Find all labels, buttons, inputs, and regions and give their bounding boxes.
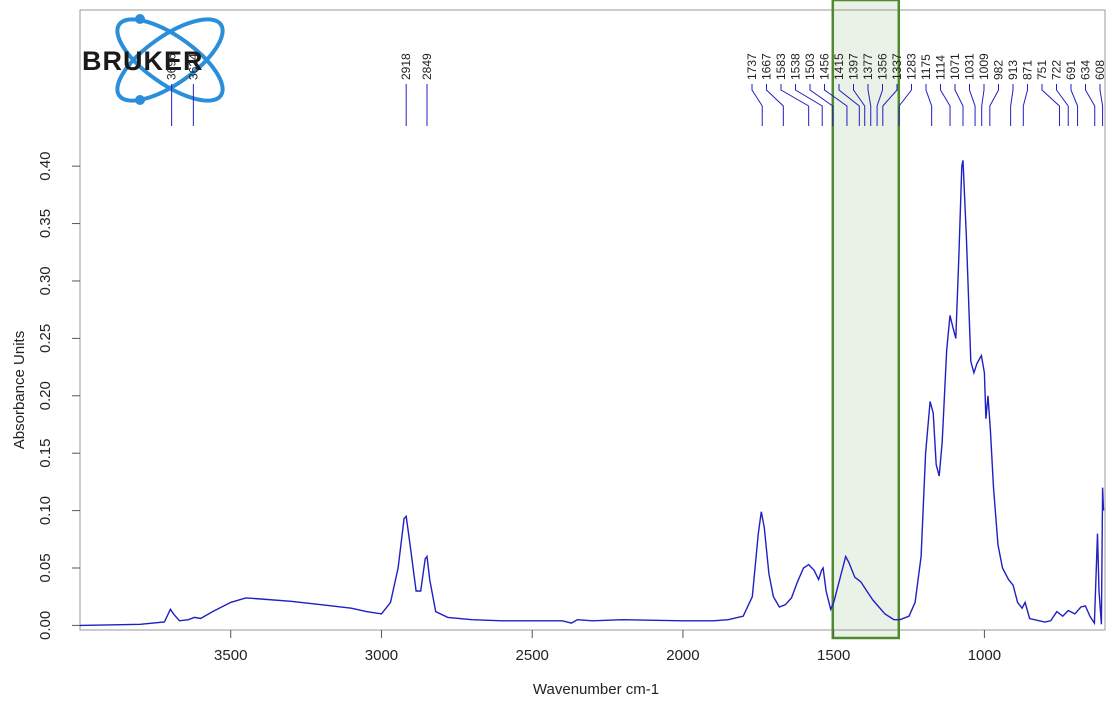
y-tick-label: 0.40 — [37, 152, 54, 181]
peak-label: 1071 — [948, 53, 962, 80]
x-tick-label: 2000 — [666, 647, 699, 664]
peak-leader — [1056, 84, 1069, 126]
peak-label: 1583 — [774, 53, 788, 80]
x-tick-label: 3500 — [214, 647, 247, 664]
peak-leader — [824, 84, 848, 126]
y-tick-label: 0.15 — [37, 439, 54, 468]
y-tick-label: 0.10 — [37, 496, 54, 525]
plot-frame — [79, 9, 1106, 631]
peak-leader — [940, 84, 951, 126]
x-tick-label: 2500 — [516, 647, 549, 664]
logo: BRUKER — [82, 14, 225, 105]
spectrum-line — [79, 160, 1105, 627]
peak-leader — [795, 84, 823, 126]
peak-label: 1538 — [789, 53, 803, 80]
peak-label: 1337 — [890, 53, 904, 80]
logo-orbit — [115, 17, 225, 103]
logo-electron — [135, 95, 145, 105]
peak-leader — [954, 84, 964, 126]
peak-leader — [898, 84, 912, 126]
logo-text: BRUKER — [82, 46, 204, 76]
logo-orbit — [115, 17, 225, 103]
x-tick-label: 1000 — [968, 647, 1001, 664]
peak-leader — [751, 84, 763, 126]
peak-label: 2849 — [420, 53, 434, 80]
peak-leader — [1085, 84, 1096, 126]
peak-label: 913 — [1006, 60, 1020, 80]
peak-label: 2918 — [399, 53, 413, 80]
peak-label: 982 — [992, 60, 1006, 80]
peak-label: 3624 — [186, 53, 200, 80]
peak-label: 634 — [1079, 60, 1093, 80]
peak-label: 691 — [1064, 60, 1078, 80]
peak-leader — [1041, 84, 1060, 126]
x-tick-label: 1500 — [817, 647, 850, 664]
peak-leader — [1022, 84, 1028, 126]
y-tick-label: 0.35 — [37, 209, 54, 238]
peak-label: 1114 — [934, 55, 948, 80]
peak-leader — [867, 84, 872, 126]
peak-label: 1456 — [818, 53, 832, 80]
peak-label: 1667 — [760, 53, 774, 80]
peak-label: 1415 — [832, 53, 846, 80]
peak-leader — [969, 84, 976, 126]
highlight-region — [831, 0, 901, 640]
peak-label: 751 — [1035, 60, 1049, 80]
peak-leader — [1099, 84, 1104, 126]
peak-leader — [766, 84, 784, 126]
peak-leader — [876, 84, 883, 126]
peak-label: 1175 — [919, 54, 933, 80]
peak-label: 1009 — [977, 53, 991, 80]
peak-label: 3696 — [165, 53, 179, 80]
peak-leader — [853, 84, 866, 126]
peak-leader — [989, 84, 999, 126]
peak-label: 1377 — [861, 53, 875, 80]
peak-label: 1397 — [847, 53, 861, 80]
peak-label: 608 — [1093, 60, 1107, 80]
peak-leader — [838, 84, 860, 126]
y-tick-label: 0.25 — [37, 324, 54, 353]
peak-leader — [925, 84, 933, 126]
peak-label: 722 — [1050, 60, 1064, 80]
peak-leader — [780, 84, 810, 126]
peak-leader — [1010, 84, 1014, 126]
y-tick-label: 0.05 — [37, 553, 54, 582]
x-tick-label: 3000 — [365, 647, 398, 664]
y-tick-label: 0.00 — [37, 611, 54, 640]
peak-leader — [882, 84, 898, 126]
peak-leader — [809, 84, 834, 126]
y-tick-label: 0.20 — [37, 381, 54, 410]
x-axis-label: Wavenumber cm-1 — [533, 681, 659, 698]
peak-label: 1737 — [745, 53, 759, 80]
peak-label: 1503 — [803, 53, 817, 80]
peak-label: 871 — [1021, 60, 1035, 80]
y-tick-label: 0.30 — [37, 266, 54, 295]
peak-label: 1031 — [963, 53, 977, 80]
peak-leader — [1070, 84, 1079, 126]
logo-electron — [135, 14, 145, 24]
peak-label: 1356 — [876, 53, 890, 80]
y-axis-label: Absorbance Units — [11, 331, 28, 449]
peak-label: 1283 — [905, 53, 919, 80]
peak-leader — [981, 84, 985, 126]
